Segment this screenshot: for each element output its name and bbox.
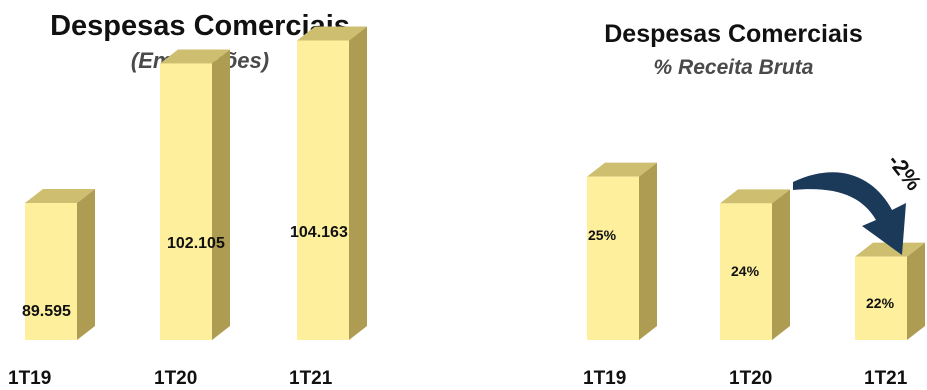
- chart-title: Despesas Comerciais: [604, 20, 863, 48]
- bar-chart-percent: 25% 1T19 24% 1T20 22% 1T21 -2%: [583, 149, 927, 389]
- category-label: 1T20: [154, 368, 197, 389]
- category-label: 1T20: [729, 368, 772, 389]
- bar-top: [720, 189, 790, 204]
- category-label: 1T21: [864, 368, 908, 389]
- category-label: 1T19: [8, 368, 51, 389]
- bar-side: [212, 49, 230, 341]
- bar-top: [160, 49, 230, 64]
- data-label: 22%: [866, 295, 895, 311]
- bar-top: [25, 188, 95, 203]
- bar-side: [907, 242, 925, 340]
- bar: [855, 242, 925, 340]
- bar-front: [855, 256, 907, 340]
- trend-arrow: [793, 172, 906, 255]
- bar-side: [639, 162, 657, 340]
- chart-subtitle: % Receita Bruta: [653, 56, 814, 79]
- trend-label: -2%: [883, 149, 927, 195]
- bar-side: [772, 189, 790, 340]
- bar-front: [160, 63, 212, 341]
- bar: [720, 189, 790, 340]
- bar-side: [77, 188, 95, 340]
- data-label: 24%: [731, 263, 760, 279]
- bar-front: [25, 202, 77, 340]
- bar-top: [587, 162, 657, 177]
- data-label: 89.595: [22, 303, 71, 320]
- bar: [587, 162, 657, 340]
- category-label: 1T19: [583, 368, 626, 389]
- bar-top: [855, 242, 925, 257]
- chart-panel-percent: Despesas Comerciais % Receita Bruta 25% 1…: [540, 0, 927, 390]
- bar-side: [349, 26, 367, 340]
- bar: [297, 26, 367, 340]
- bar-front: [297, 40, 349, 340]
- data-label: 25%: [588, 227, 617, 243]
- chart-panel-absolute: Despesas Comerciais (Em milhões) 89.5951…: [0, 0, 400, 390]
- bar-top: [297, 26, 367, 41]
- bar: [25, 188, 95, 340]
- bar-front: [587, 176, 639, 340]
- data-label: 104.163: [290, 224, 348, 241]
- bar-chart-absolute: 89.595 1T19 102.105 1T20 104.163 1T21: [8, 26, 367, 389]
- data-label: 102.105: [167, 235, 225, 252]
- bar-front: [720, 203, 772, 340]
- bar: [160, 49, 230, 341]
- chart-title: Despesas Comerciais: [50, 10, 350, 42]
- category-label: 1T21: [289, 368, 333, 389]
